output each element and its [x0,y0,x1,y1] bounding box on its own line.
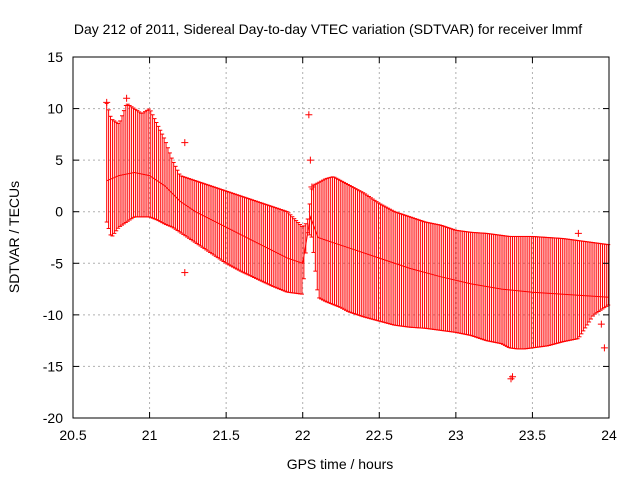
x-tick-label: 22.5 [366,427,393,443]
x-axis-label: GPS time / hours [287,456,394,472]
x-tick-label: 20.5 [59,427,86,443]
outlier-point [308,183,316,191]
axis-ticks: 20.5 21 21.5 22 22.5 23 23.5 24 -20 -15 -10 -5 0 5 10 1… [43,49,617,443]
x-tick-label: 23 [448,427,464,443]
plot-area [103,94,611,383]
y-tick-label: 0 [55,204,63,220]
y-axis-label: SDTVAR / TECUs [6,181,22,293]
x-tick-label: 21.5 [213,427,240,443]
error-bars [104,102,611,350]
outlier-point [181,139,189,147]
plot-frame [72,56,610,419]
outlier-point [103,98,111,106]
y-tick-label: -10 [43,307,63,323]
grid [73,57,609,418]
outlier-point [123,94,131,102]
outlier-point [306,156,314,164]
outlier-point [181,269,189,277]
y-tick-label: 5 [55,152,63,168]
chart-title: Day 212 of 2011, Sidereal Day-to-day VTE… [74,21,582,37]
x-tick-label: 24 [601,427,617,443]
outlier-point [509,373,517,381]
x-tick-label: 22 [295,427,311,443]
outlier-point [600,344,608,352]
outlier-point [305,111,313,119]
y-tick-label: -15 [43,358,63,374]
y-tick-label: -20 [43,410,63,426]
y-tick-label: 10 [47,101,63,117]
outlier-point [597,320,605,328]
outlier-point [574,229,582,237]
y-tick-label: 15 [47,49,63,65]
x-tick-label: 23.5 [519,427,546,443]
series-line-mean [106,171,610,298]
y-tick-label: -5 [51,255,64,271]
x-tick-label: 21 [142,427,158,443]
